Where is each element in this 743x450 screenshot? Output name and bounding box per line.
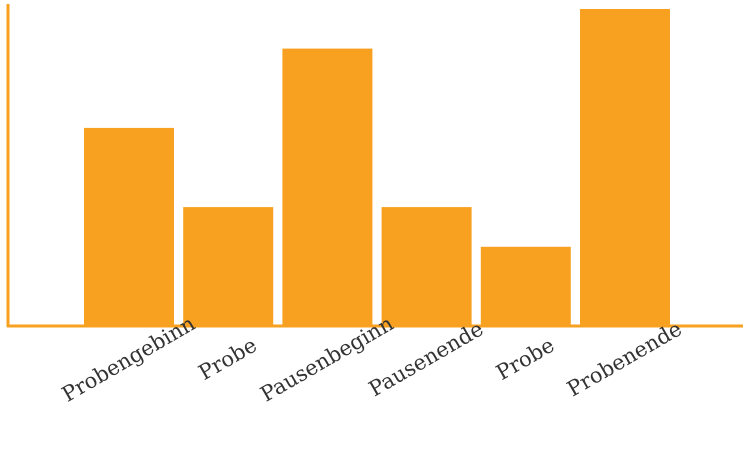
x-tick-label-5: Probe (492, 333, 558, 385)
x-tick-label-6: Probenende (563, 317, 686, 402)
bar-5 (480, 246, 571, 327)
x-tick-label-2: Probe (195, 333, 261, 385)
bar-2 (183, 207, 274, 326)
bar-3 (282, 48, 373, 326)
bar-series (84, 9, 670, 327)
bar-4 (381, 207, 472, 326)
bar-1 (84, 127, 174, 327)
bar-6 (580, 9, 670, 326)
